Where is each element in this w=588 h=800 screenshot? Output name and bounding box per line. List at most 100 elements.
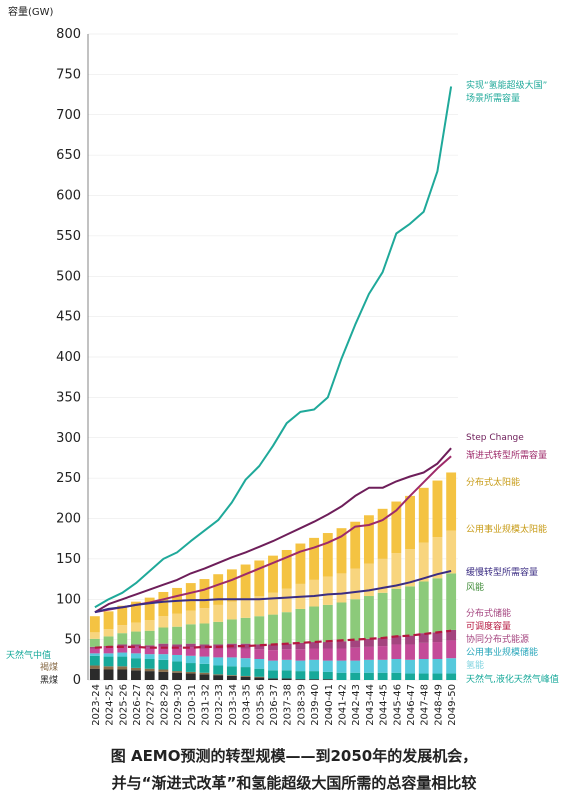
bar-segment: [350, 672, 361, 680]
bar-segment: [363, 638, 374, 647]
bar-segment: [295, 543, 306, 584]
bar-segment: [89, 668, 100, 680]
bar-segment: [254, 596, 265, 617]
bar-segment: [199, 648, 210, 657]
bar-segment: [322, 679, 333, 680]
bar-segment: [131, 631, 141, 645]
bar-segment: [240, 667, 251, 676]
x-tick-label: 2024-25: [105, 684, 116, 726]
x-tick-label: 2035-36: [255, 684, 266, 726]
bar-segment: [350, 521, 361, 569]
bar-segment: [117, 633, 128, 645]
bar-segment: [226, 675, 237, 676]
bar-segment: [213, 604, 224, 622]
x-tick-label: 2046-47: [406, 684, 417, 726]
bar-segment: [281, 649, 292, 660]
label-wind: 风能: [466, 581, 484, 593]
bar-segment: [268, 555, 278, 593]
label-gas-median: 天然气中值: [6, 649, 51, 661]
bar-segment: [405, 659, 415, 674]
label-progressive: 渐进式转型所需容量: [466, 449, 547, 461]
bar-segment: [309, 679, 320, 680]
bar-segment: [89, 665, 100, 669]
bar-segment: [336, 648, 347, 661]
x-tick-label: 2036-37: [269, 684, 280, 726]
y-axis-label: 容量(GW): [8, 5, 54, 18]
bar-segment: [309, 537, 320, 580]
caption-line-2: 并与“渐进式改革”和氢能超级大国所需的总容量相比较: [111, 774, 477, 792]
bar-segment: [336, 660, 347, 673]
y-tick-label: 500: [56, 269, 81, 284]
bar-segment: [350, 647, 361, 661]
bar-segment: [295, 679, 306, 680]
bar-segment: [103, 669, 114, 680]
bar-segment: [268, 660, 278, 671]
y-tick-label: 300: [56, 431, 81, 446]
y-tick-label: 650: [56, 148, 81, 163]
bar-segment: [281, 588, 292, 613]
label-gas-peak: 天然气,液化天然气峰值: [466, 673, 559, 685]
bar-segment: [391, 588, 402, 636]
bar-segment: [281, 678, 292, 680]
bar-segment: [117, 669, 128, 680]
series-lines: [94, 86, 453, 649]
bar-segment: [240, 658, 251, 668]
bar-segment: [254, 644, 265, 650]
x-tick-label: 2038-39: [296, 684, 307, 726]
bar-segment: [309, 648, 320, 660]
bar-segment: [89, 616, 100, 633]
bar-segment: [158, 627, 169, 644]
y-tick-label: 50: [64, 633, 81, 648]
bar-segment: [254, 649, 265, 660]
bar-segment: [240, 617, 251, 644]
y-tick-label: 750: [56, 67, 81, 82]
bar-segment: [158, 659, 169, 670]
bar-segment: [158, 591, 169, 617]
bar-segment: [254, 659, 265, 669]
x-tick-label: 2042-43: [351, 684, 362, 726]
bar-segment: [336, 602, 347, 642]
x-tick-label: 2043-44: [365, 684, 376, 726]
bar-segment: [172, 644, 183, 648]
bar-segment: [213, 574, 224, 605]
bar-segment: [350, 599, 361, 641]
bar-segment: [226, 601, 237, 620]
bar-segment: [322, 576, 333, 605]
bar-segment: [144, 645, 155, 648]
bar-segment: [322, 648, 333, 661]
bar-segment: [213, 665, 224, 675]
bar-segment: [172, 672, 183, 680]
bar-segment: [185, 610, 196, 625]
bar-segment: [103, 636, 114, 647]
chart-svg: 容量(GW) 0 50 100 150 200 250 300 350 400 450 500 550…: [6, 5, 559, 726]
bar-segment: [117, 644, 128, 647]
bar-segment: [377, 558, 388, 593]
bar-segment: [185, 643, 196, 648]
bar-segment: [446, 640, 457, 659]
x-tick-label: 2030-31: [187, 684, 198, 726]
bar-segment: [158, 671, 169, 680]
bar-segment: [199, 623, 210, 645]
bar-segment: [391, 644, 402, 660]
label-dist-solar: 分布式太阳能: [466, 476, 520, 488]
bar-segment: [363, 563, 374, 597]
bar-segment: [254, 668, 265, 677]
bar-segment: [322, 533, 333, 577]
label-utility-solar: 公用事业规模太阳能: [466, 523, 547, 535]
bar-segment: [158, 643, 169, 647]
bar-segment: [418, 542, 429, 582]
bar-segment: [281, 549, 292, 589]
bar-segment: [172, 654, 183, 662]
bar-segment: [213, 621, 224, 645]
x-tick-label: 2044-45: [379, 684, 390, 726]
bar-segment: [89, 638, 100, 647]
bar-segment: [432, 632, 443, 643]
label-dispatchable: 可调度容量: [466, 620, 511, 632]
bar-segment: [418, 673, 429, 680]
bar-segment: [172, 671, 183, 673]
y-tick-label: 0: [73, 673, 81, 688]
bar-segment: [213, 648, 224, 658]
bar-segment: [103, 629, 114, 637]
bar-segment: [89, 646, 100, 649]
bar-segment: [432, 673, 443, 680]
